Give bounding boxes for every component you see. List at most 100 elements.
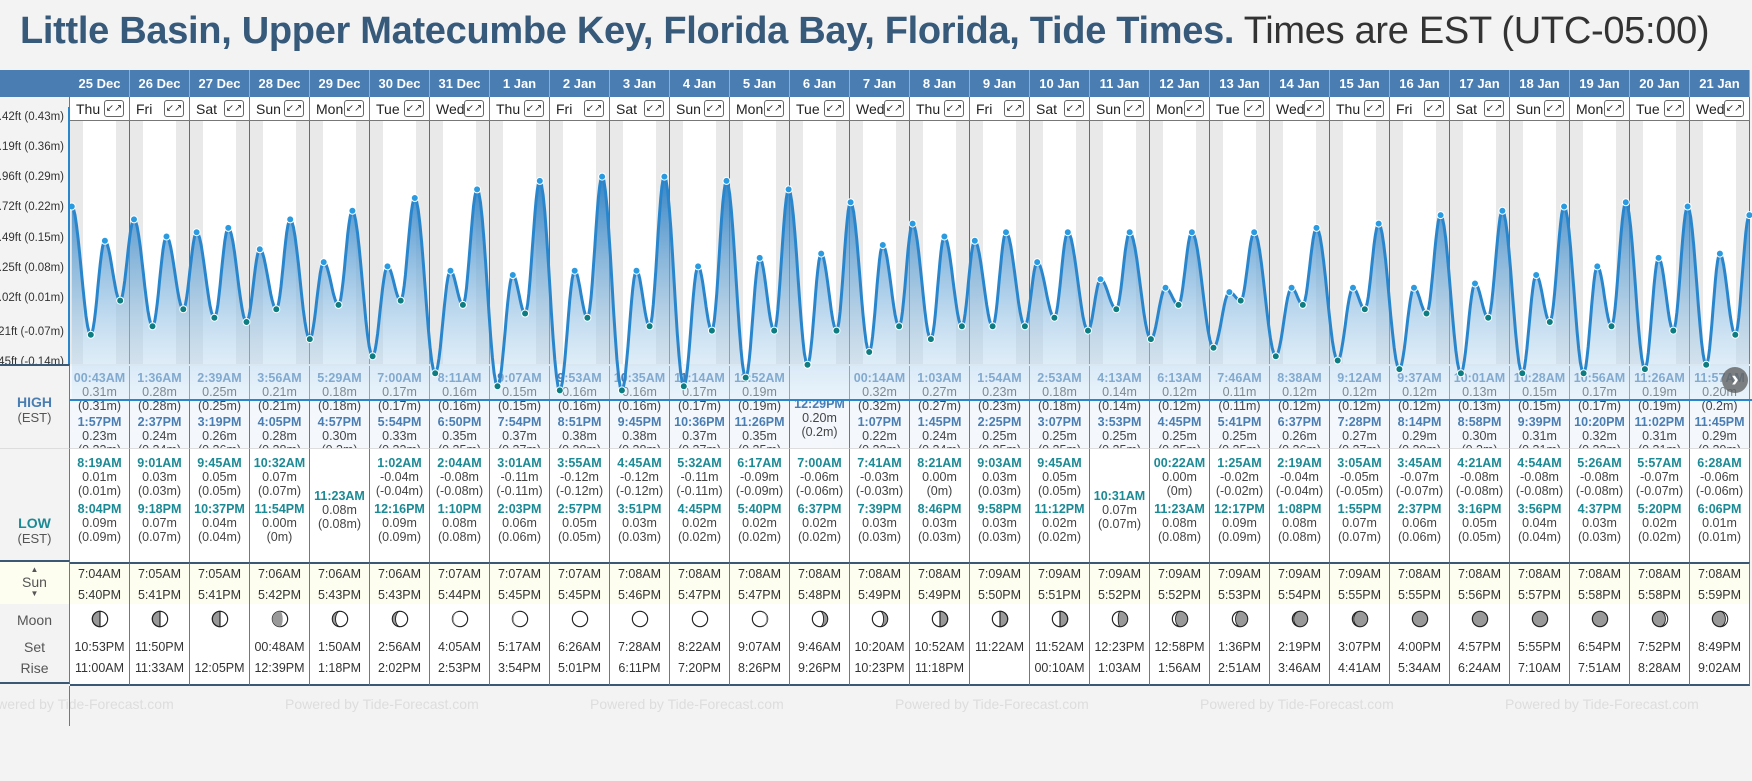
moonrise-time: 12:39PM bbox=[254, 661, 305, 675]
low-tide-cell: 8:21AM 0.00m (0m) 8:46PM 0.03m (0.03m) bbox=[910, 448, 970, 562]
moon-phase-icon bbox=[691, 610, 708, 628]
expand-icon[interactable]: ↙↗ bbox=[584, 100, 604, 117]
low-height: -0.04m bbox=[1280, 470, 1319, 484]
expand-icon[interactable]: ↙↗ bbox=[1244, 100, 1264, 117]
low-time: 3:51PM bbox=[617, 502, 662, 516]
high-height: 0.25m bbox=[1222, 429, 1257, 443]
low-time: 9:03AM bbox=[977, 456, 1022, 470]
moon-cell: 12:05PM bbox=[190, 604, 250, 686]
expand-icon[interactable]: ↙↗ bbox=[524, 100, 544, 117]
expand-icon[interactable]: ↙↗ bbox=[1664, 100, 1684, 117]
high-height: 0.37m bbox=[682, 429, 717, 443]
expand-icon[interactable]: ↙↗ bbox=[104, 100, 124, 117]
expand-icon[interactable]: ↙↗ bbox=[164, 100, 184, 117]
next-arrow-button[interactable]: › bbox=[1722, 367, 1748, 393]
high-tide-point bbox=[1683, 202, 1692, 211]
sunset-time: 5:53PM bbox=[1217, 588, 1262, 602]
high-tide-point bbox=[224, 223, 233, 232]
low-time: 7:00AM bbox=[797, 456, 842, 470]
moonrise-time: 11:33AM bbox=[134, 661, 185, 675]
high-time: 6:37PM bbox=[1277, 415, 1322, 429]
day-cell: Thu ↙↗ bbox=[70, 97, 130, 121]
expand-icon[interactable]: ↙↗ bbox=[284, 100, 304, 117]
low-time: 6:06PM bbox=[1697, 502, 1742, 516]
low-label-tz: (EST) bbox=[17, 531, 52, 546]
date-header: 26 Dec bbox=[130, 70, 190, 97]
high-tide-point bbox=[1593, 262, 1602, 271]
day-cell: Sat ↙↗ bbox=[610, 97, 670, 121]
high-height: 0.27m bbox=[1342, 429, 1377, 443]
low-height: 0.06m bbox=[1402, 516, 1437, 530]
expand-icon[interactable]: ↙↗ bbox=[1544, 100, 1564, 117]
moon-cell: 11:22AM bbox=[970, 604, 1030, 686]
expand-icon[interactable]: ↙↗ bbox=[1184, 100, 1204, 117]
sun-cell: 7:04AM 5:40PM bbox=[70, 562, 130, 604]
tide-area bbox=[71, 176, 1750, 399]
expand-icon[interactable]: ↙↗ bbox=[884, 100, 904, 117]
expand-icon[interactable]: ↙↗ bbox=[1004, 100, 1024, 117]
high-height: 0.24m bbox=[922, 429, 957, 443]
low-label-text: LOW bbox=[18, 515, 51, 531]
expand-icon[interactable]: ↙↗ bbox=[224, 100, 244, 117]
expand-icon[interactable]: ↙↗ bbox=[1604, 100, 1624, 117]
moon-rise-label: Rise bbox=[20, 660, 49, 676]
sunrise-time: 7:09AM bbox=[1157, 567, 1202, 581]
low-height: 0.01m bbox=[1702, 516, 1737, 530]
sunset-time: 5:44PM bbox=[437, 588, 482, 602]
expand-icon[interactable]: ↙↗ bbox=[1724, 100, 1744, 117]
moonset-time bbox=[190, 637, 249, 658]
expand-icon[interactable]: ↙↗ bbox=[1304, 100, 1324, 117]
low-time: 2:19AM bbox=[1277, 456, 1322, 470]
expand-icon[interactable]: ↙↗ bbox=[344, 100, 364, 117]
high-height-alt: (0.12m) bbox=[1397, 399, 1442, 413]
high-tide-point bbox=[410, 194, 419, 202]
low-time: 4:45PM bbox=[677, 502, 722, 516]
sun-cell: 7:08AM 5:55PM bbox=[1390, 562, 1450, 604]
low-tide-entry: 4:37PM 0.03m (0.03m) bbox=[1570, 498, 1629, 544]
expand-icon[interactable]: ↙↗ bbox=[1064, 100, 1084, 117]
low-tide-point bbox=[116, 296, 125, 305]
low-height: -0.11m bbox=[680, 470, 719, 484]
low-tide-point bbox=[210, 313, 219, 322]
expand-icon[interactable]: ↙↗ bbox=[644, 100, 664, 117]
low-time: 2:04AM bbox=[437, 456, 482, 470]
moon-cell: 3:07PM 4:41AM bbox=[1330, 604, 1390, 686]
high-tide-point bbox=[1033, 258, 1042, 267]
low-height: 0.05m bbox=[202, 470, 237, 484]
low-tide-entry: 12:16PM 0.09m (0.09m) bbox=[370, 498, 429, 544]
expand-icon[interactable]: ↙↗ bbox=[1124, 100, 1144, 117]
high-height: 0.33m bbox=[382, 429, 417, 443]
expand-icon[interactable]: ↙↗ bbox=[704, 100, 724, 117]
high-tide-point bbox=[1125, 228, 1134, 237]
moonrise-time: 12:05PM bbox=[194, 661, 245, 675]
low-time: 8:19AM bbox=[77, 456, 122, 470]
high-time: 1:45PM bbox=[917, 415, 962, 429]
expand-icon[interactable]: ↙↗ bbox=[944, 100, 964, 117]
expand-icon[interactable]: ↙↗ bbox=[764, 100, 784, 117]
sun-cell: 7:09AM 5:50PM bbox=[970, 562, 1030, 604]
moonset-time: 12:58PM bbox=[1154, 640, 1205, 654]
sunrise-time: 7:08AM bbox=[797, 567, 842, 581]
high-tide-point bbox=[1287, 283, 1296, 292]
low-height: -0.08m bbox=[1520, 470, 1559, 484]
expand-icon[interactable]: ↙↗ bbox=[1484, 100, 1504, 117]
sunset-time: 5:41PM bbox=[137, 588, 182, 602]
high-tide-point bbox=[1621, 198, 1630, 207]
low-height: -0.12m bbox=[620, 470, 659, 484]
sunrise-time: 7:09AM bbox=[1217, 567, 1262, 581]
expand-icon[interactable]: ↙↗ bbox=[1364, 100, 1384, 117]
expand-icon[interactable]: ↙↗ bbox=[404, 100, 424, 117]
low-tide-cell: 5:32AM -0.11m (-0.11m) 4:45PM 0.02m (0.02m) bbox=[670, 448, 730, 562]
low-tide-point bbox=[1333, 356, 1342, 365]
low-height-alt: (-0.06m) bbox=[1695, 484, 1744, 498]
expand-icon[interactable]: ↙↗ bbox=[824, 100, 844, 117]
expand-icon[interactable]: ↙↗ bbox=[464, 100, 484, 117]
low-tide-entry: 6:28AM -0.06m (-0.06m) bbox=[1690, 449, 1749, 498]
sunset-time: 5:54PM bbox=[1277, 588, 1322, 602]
expand-icon[interactable]: ↙↗ bbox=[1424, 100, 1444, 117]
low-height-alt: (0.08m) bbox=[317, 517, 362, 531]
low-tide-point bbox=[242, 318, 251, 326]
low-tide-entry: 5:32AM -0.11m (-0.11m) bbox=[670, 449, 729, 498]
low-height-alt: (-0.08m) bbox=[1515, 484, 1564, 498]
day-cell: Mon ↙↗ bbox=[730, 97, 790, 121]
